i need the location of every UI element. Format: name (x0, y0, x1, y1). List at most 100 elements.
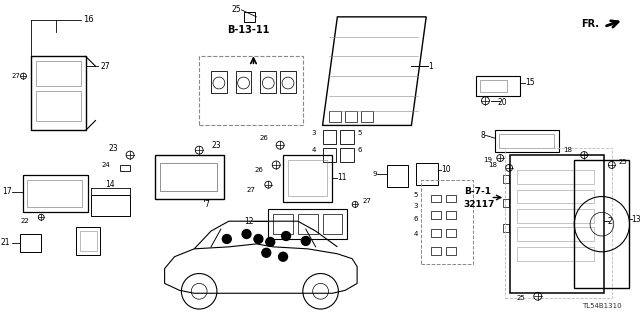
Circle shape (282, 232, 291, 241)
Bar (236, 71, 252, 93)
Text: 12: 12 (244, 217, 253, 226)
Bar (273, 214, 293, 234)
Text: 16: 16 (83, 15, 93, 24)
Text: 18: 18 (563, 147, 572, 153)
Text: 15: 15 (525, 78, 534, 87)
Bar (244, 12, 255, 22)
Bar (517, 209, 594, 223)
Text: 20: 20 (497, 98, 507, 107)
Text: 19: 19 (483, 157, 492, 163)
Bar (120, 165, 130, 171)
Bar (24, 175, 88, 212)
Bar (211, 71, 227, 93)
Bar (268, 209, 348, 239)
Bar (155, 155, 224, 199)
Text: 3: 3 (311, 130, 316, 136)
Bar (574, 160, 628, 288)
Bar (479, 80, 507, 92)
Circle shape (262, 249, 271, 257)
Bar (446, 229, 456, 237)
Text: 3: 3 (414, 204, 419, 209)
Bar (323, 214, 342, 234)
Text: 4: 4 (414, 231, 419, 237)
Bar (446, 195, 456, 203)
Bar (340, 148, 354, 162)
Circle shape (266, 237, 275, 246)
Text: 11: 11 (337, 173, 347, 182)
Bar (91, 195, 130, 216)
Bar (330, 111, 341, 122)
Text: 21: 21 (0, 238, 10, 248)
Bar (160, 163, 217, 190)
Bar (76, 227, 100, 255)
Text: 25: 25 (232, 5, 242, 14)
Text: 1: 1 (428, 62, 433, 71)
Text: 22: 22 (20, 218, 29, 224)
Bar (260, 71, 276, 93)
Bar (31, 56, 86, 130)
Bar (431, 229, 441, 237)
Text: 23: 23 (109, 144, 118, 153)
Text: 5: 5 (357, 130, 362, 136)
Text: 4: 4 (311, 147, 316, 153)
Text: FR.: FR. (581, 19, 599, 29)
Circle shape (278, 252, 287, 261)
Bar (28, 180, 82, 207)
Bar (495, 130, 559, 152)
Circle shape (242, 230, 251, 239)
Text: 13: 13 (632, 215, 640, 224)
Bar (387, 165, 408, 187)
Text: 7: 7 (204, 200, 209, 209)
Bar (280, 71, 296, 93)
Text: 27: 27 (362, 198, 371, 204)
Bar (446, 211, 456, 219)
Bar (345, 111, 357, 122)
Bar (517, 170, 594, 184)
Bar (431, 195, 441, 203)
Bar (476, 76, 520, 96)
Bar (505, 148, 612, 298)
Bar (503, 224, 509, 232)
Text: 27: 27 (12, 73, 20, 79)
Text: 6: 6 (357, 147, 362, 153)
Text: 27: 27 (246, 187, 255, 193)
Bar (36, 61, 81, 86)
Text: 27: 27 (100, 62, 110, 71)
Bar (283, 155, 332, 203)
Text: 24: 24 (102, 162, 110, 168)
Circle shape (222, 234, 231, 243)
Text: TL54B1310: TL54B1310 (582, 303, 621, 309)
Text: 32117: 32117 (464, 200, 495, 209)
Bar (503, 199, 509, 207)
Text: 5: 5 (414, 191, 419, 197)
Text: 25: 25 (619, 159, 627, 165)
Bar (298, 214, 317, 234)
Text: 14: 14 (106, 180, 115, 189)
Text: 26: 26 (255, 167, 263, 173)
Bar (36, 91, 81, 121)
Bar (361, 111, 373, 122)
Bar (517, 247, 594, 261)
Text: 6: 6 (414, 216, 419, 222)
Bar (80, 231, 97, 251)
Bar (323, 130, 337, 144)
Bar (503, 175, 509, 183)
Bar (446, 247, 456, 255)
Bar (340, 130, 354, 144)
Text: 25: 25 (516, 295, 525, 301)
Bar (431, 247, 441, 255)
Text: 10: 10 (441, 165, 451, 174)
Bar (510, 155, 604, 293)
Bar (417, 163, 438, 185)
Text: 23: 23 (211, 141, 221, 150)
Bar (19, 234, 41, 252)
Bar (323, 148, 337, 162)
Text: B-7-1: B-7-1 (464, 187, 491, 196)
Bar (517, 227, 594, 241)
Circle shape (301, 236, 310, 245)
Bar (421, 180, 472, 263)
Text: 17: 17 (2, 187, 12, 196)
Text: 26: 26 (259, 135, 268, 141)
Text: 8: 8 (481, 131, 486, 140)
Bar (199, 56, 303, 125)
